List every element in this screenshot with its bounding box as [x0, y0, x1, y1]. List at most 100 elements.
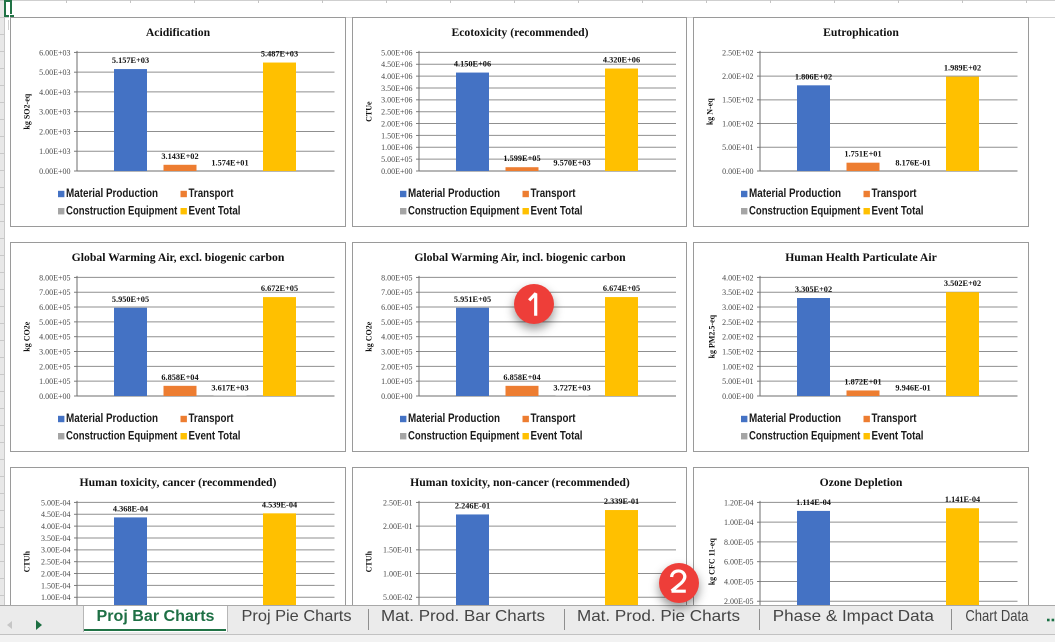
svg-text:3.00E+05: 3.00E+05 [39, 347, 70, 356]
svg-text:Event Total: Event Total [189, 428, 241, 442]
svg-text:3.50E-04: 3.50E-04 [41, 534, 71, 543]
svg-text:2.00E+05: 2.00E+05 [381, 362, 412, 371]
svg-text:8.176E-01: 8.176E-01 [895, 159, 930, 168]
svg-text:4.00E-05: 4.00E-05 [724, 577, 754, 586]
svg-text:0.00E+00: 0.00E+00 [722, 392, 753, 401]
svg-text:kg SO2-eq: kg SO2-eq [23, 93, 32, 129]
svg-text:1.50E+06: 1.50E+06 [381, 131, 412, 140]
svg-text:Transport: Transport [872, 411, 917, 425]
svg-text:kg CO2e: kg CO2e [23, 321, 32, 351]
svg-text:5.00E+03: 5.00E+03 [39, 68, 70, 77]
svg-text:Material Production: Material Production [408, 411, 500, 425]
svg-text:Phase & Impact Data: Phase & Impact Data [773, 608, 934, 625]
svg-text:6.00E+05: 6.00E+05 [381, 303, 412, 312]
svg-text:2.339E-01: 2.339E-01 [604, 497, 639, 506]
svg-text:5.00E+01: 5.00E+01 [722, 143, 753, 152]
svg-text:2.50E+02: 2.50E+02 [722, 48, 753, 57]
svg-text:Construction Equipment: Construction Equipment [66, 203, 177, 217]
svg-text:5.00E+06: 5.00E+06 [381, 48, 412, 57]
svg-text:3.00E+05: 3.00E+05 [381, 347, 412, 356]
svg-text:Transport: Transport [189, 186, 234, 200]
svg-text:1.50E-01: 1.50E-01 [383, 546, 413, 555]
svg-text:1.989E+02: 1.989E+02 [944, 64, 981, 73]
svg-text:1.00E-04: 1.00E-04 [41, 593, 71, 602]
svg-text:5.00E-04: 5.00E-04 [41, 498, 71, 507]
svg-text:6.00E-05: 6.00E-05 [724, 558, 754, 567]
svg-text:Construction Equipment: Construction Equipment [66, 428, 177, 442]
svg-text:0.00E+00: 0.00E+00 [381, 392, 412, 401]
svg-text:5.487E+03: 5.487E+03 [261, 50, 298, 59]
svg-text:Event Total: Event Total [189, 203, 241, 217]
svg-text:5.00E+05: 5.00E+05 [39, 318, 70, 327]
svg-text:4.00E+05: 4.00E+05 [381, 333, 412, 342]
svg-text:Material Production: Material Production [66, 411, 158, 425]
svg-text:Event Total: Event Total [531, 203, 583, 217]
svg-text:5.157E+03: 5.157E+03 [112, 56, 149, 65]
svg-text:Transport: Transport [872, 186, 917, 200]
svg-text:1.00E+05: 1.00E+05 [39, 377, 70, 386]
svg-text:1.872E+01: 1.872E+01 [844, 377, 881, 386]
svg-text:2.00E+02: 2.00E+02 [722, 72, 753, 81]
svg-text:6.672E+05: 6.672E+05 [261, 284, 298, 293]
svg-text:kg CFC 11-eq: kg CFC 11-eq [708, 538, 717, 586]
svg-text:5.00E+05: 5.00E+05 [381, 155, 412, 164]
svg-text:3.50E+02: 3.50E+02 [722, 288, 753, 297]
svg-text:3.00E+03: 3.00E+03 [39, 108, 70, 117]
svg-text:2.00E-05: 2.00E-05 [724, 597, 754, 606]
svg-text:3.50E+06: 3.50E+06 [381, 84, 412, 93]
svg-text:8.00E+05: 8.00E+05 [381, 273, 412, 282]
svg-text:Material Production: Material Production [749, 186, 841, 200]
svg-text:9.570E+03: 9.570E+03 [553, 159, 590, 168]
svg-text:Material Production: Material Production [66, 186, 158, 200]
svg-text:Proj Bar Charts: Proj Bar Charts [97, 608, 215, 625]
svg-text:CTUh: CTUh [23, 550, 32, 572]
svg-text:1.00E+02: 1.00E+02 [722, 119, 753, 128]
svg-text:0.00E+00: 0.00E+00 [39, 392, 70, 401]
svg-text:Mat. Prod. Pie Charts: Mat. Prod. Pie Charts [577, 608, 740, 625]
svg-text:1.751E+01: 1.751E+01 [844, 150, 881, 159]
svg-text:1.50E-04: 1.50E-04 [41, 581, 71, 590]
svg-text:5.00E+05: 5.00E+05 [381, 318, 412, 327]
svg-text:2.246E-01: 2.246E-01 [455, 501, 490, 510]
svg-text:1.50E+02: 1.50E+02 [722, 347, 753, 356]
svg-text:4.368E-04: 4.368E-04 [113, 504, 148, 513]
svg-text:5.950E+05: 5.950E+05 [112, 295, 149, 304]
svg-text:Global Warming Air, incl. biog: Global Warming Air, incl. biogenic carbo… [414, 251, 626, 264]
svg-text:2.00E+06: 2.00E+06 [381, 119, 412, 128]
svg-text:6.00E+05: 6.00E+05 [39, 303, 70, 312]
svg-text:2.00E-04: 2.00E-04 [41, 569, 71, 578]
svg-text:6.858E+04: 6.858E+04 [503, 373, 540, 382]
svg-text:3.305E+02: 3.305E+02 [795, 285, 832, 294]
svg-text:Ecotoxicity (recommended): Ecotoxicity (recommended) [451, 26, 588, 39]
svg-text:1.806E+02: 1.806E+02 [795, 72, 832, 81]
svg-text:2.00E+05: 2.00E+05 [39, 362, 70, 371]
svg-text:CTUe: CTUe [365, 101, 374, 122]
svg-text:3.727E+03: 3.727E+03 [553, 384, 590, 393]
svg-text:6.00E+03: 6.00E+03 [39, 48, 70, 57]
svg-text:2.00E+03: 2.00E+03 [39, 127, 70, 136]
svg-text:Construction Equipment: Construction Equipment [749, 428, 860, 442]
svg-text:Mat. Prod. Bar Charts: Mat. Prod. Bar Charts [381, 608, 545, 625]
svg-text:5.951E+05: 5.951E+05 [454, 295, 491, 304]
svg-text:2.50E-04: 2.50E-04 [41, 558, 71, 567]
svg-text:4.150E+06: 4.150E+06 [454, 60, 491, 69]
svg-text:1.141E-04: 1.141E-04 [945, 495, 980, 504]
svg-text:kg N-eq: kg N-eq [706, 98, 715, 125]
svg-text:Transport: Transport [189, 411, 234, 425]
svg-text:1.114E-04: 1.114E-04 [796, 498, 831, 507]
svg-text:7.00E+05: 7.00E+05 [381, 288, 412, 297]
svg-text:5.00E-02: 5.00E-02 [383, 593, 413, 602]
svg-text:Eutrophication: Eutrophication [823, 26, 899, 39]
svg-text:CTUh: CTUh [365, 550, 374, 572]
svg-text:4.00E+03: 4.00E+03 [39, 88, 70, 97]
svg-text:3.00E+02: 3.00E+02 [722, 303, 753, 312]
svg-text:Transport: Transport [531, 186, 576, 200]
svg-text:6.674E+05: 6.674E+05 [603, 284, 640, 293]
svg-text:1.574E+01: 1.574E+01 [211, 159, 248, 168]
svg-text:0.00E+00: 0.00E+00 [722, 167, 753, 176]
svg-text:9.946E-01: 9.946E-01 [895, 384, 930, 393]
svg-text:0.00E+00: 0.00E+00 [381, 167, 412, 176]
svg-text:Event Total: Event Total [872, 203, 924, 217]
svg-text:1.20E-04: 1.20E-04 [724, 498, 754, 507]
svg-text:1.00E-01: 1.00E-01 [383, 569, 413, 578]
